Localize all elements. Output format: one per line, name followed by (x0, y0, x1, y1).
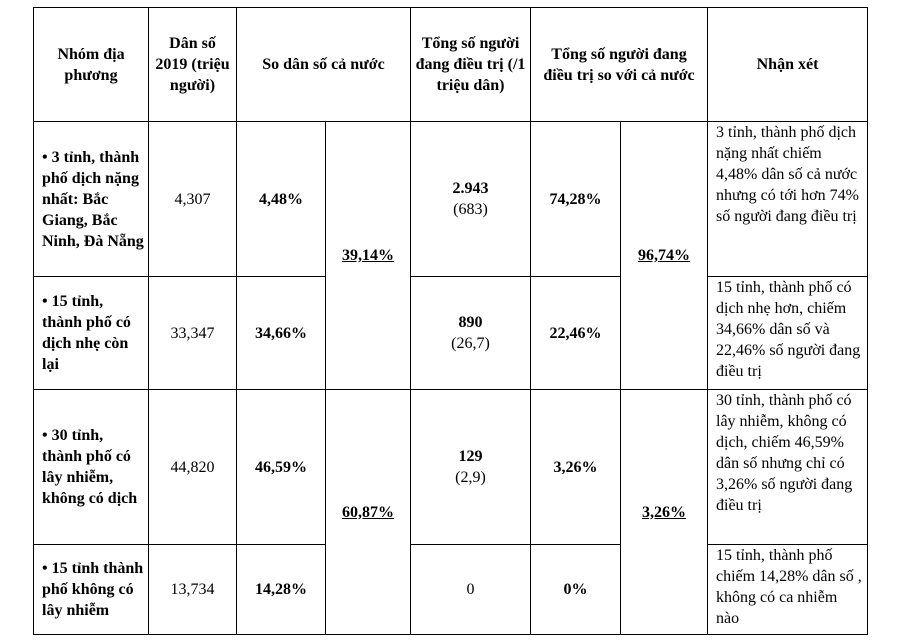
header-row: Nhóm địa phương Dân số 2019 (triệu người… (33, 7, 868, 122)
per-million: (2,9) (455, 469, 486, 486)
header-comment: Nhận xét (707, 7, 868, 122)
pop-share-top-merged: 39,14% (325, 121, 411, 390)
treating-count: 2.943 (452, 180, 489, 197)
treating-share-cell: 0% (530, 544, 621, 635)
header-treating-share: Tổng số người đang điều trị so với cả nư… (530, 7, 708, 122)
treating-share-top-merged: 96,74% (620, 121, 708, 390)
treating-share-cell: 22,46% (530, 276, 621, 390)
group-cell: • 15 tỉnh, thành phố có dịch nhẹ còn lại (33, 276, 149, 390)
group-cell: • 3 tỉnh, thành phố dịch nặng nhất: Bắc … (33, 121, 149, 277)
pop-share-cell: 46,59% (236, 389, 326, 545)
treating-cell: 890 (26,7) (410, 276, 531, 390)
covid-summary-table: Nhóm địa phương Dân số 2019 (triệu người… (33, 7, 868, 635)
pop-share-cell: 4,48% (236, 121, 326, 277)
group-cell: • 30 tỉnh, thành phố có lây nhiễm, không… (33, 389, 149, 545)
per-million: (26,7) (451, 335, 490, 352)
comment-cell: 15 tỉnh, thành phố có dịch nhẹ hơn, chiế… (707, 276, 868, 390)
treating-cell: 0 (410, 544, 531, 635)
table-row: • 30 tỉnh, thành phố có lây nhiễm, không… (33, 389, 868, 635)
pop-share-cell: 34,66% (236, 276, 326, 390)
treating-share-bottom-merged: 3,26% (620, 389, 708, 635)
population-cell: 4,307 (148, 121, 237, 277)
table-row: • 15 tỉnh, thành phố có dịch nhẹ còn lại… (33, 276, 868, 390)
comment-cell: 15 tỉnh, thành phố chiếm 14,28% dân số ,… (707, 544, 868, 635)
comment-cell: 30 tỉnh, thành phố có lây nhiễm, không c… (707, 389, 868, 545)
treating-cell: 129 (2,9) (410, 389, 531, 545)
header-group: Nhóm địa phương (33, 7, 149, 122)
header-treating: Tổng số người đang điều trị (/1 triệu dâ… (410, 7, 531, 122)
treating-count: 129 (458, 448, 483, 465)
table-row: • 15 tỉnh thành phố không có lây nhiễm 1… (33, 544, 868, 635)
header-pop-share: So dân số cả nước (236, 7, 411, 122)
pop-share-bottom-merged: 60,87% (325, 389, 411, 635)
pop-share-cell: 14,28% (236, 544, 326, 635)
comment-cell: 3 tỉnh, thành phố dịch nặng nhất chiếm 4… (707, 121, 868, 277)
population-cell: 44,820 (148, 389, 237, 545)
per-million: (683) (453, 201, 488, 218)
population-cell: 13,734 (148, 544, 237, 635)
group-cell: • 15 tỉnh thành phố không có lây nhiễm (33, 544, 149, 635)
table-row: • 3 tỉnh, thành phố dịch nặng nhất: Bắc … (33, 121, 868, 390)
treating-count: 890 (458, 314, 483, 331)
header-population: Dân số 2019 (triệu người) (148, 7, 237, 122)
treating-cell: 2.943 (683) (410, 121, 531, 277)
population-cell: 33,347 (148, 276, 237, 390)
treating-share-cell: 3,26% (530, 389, 621, 545)
treating-share-cell: 74,28% (530, 121, 621, 277)
